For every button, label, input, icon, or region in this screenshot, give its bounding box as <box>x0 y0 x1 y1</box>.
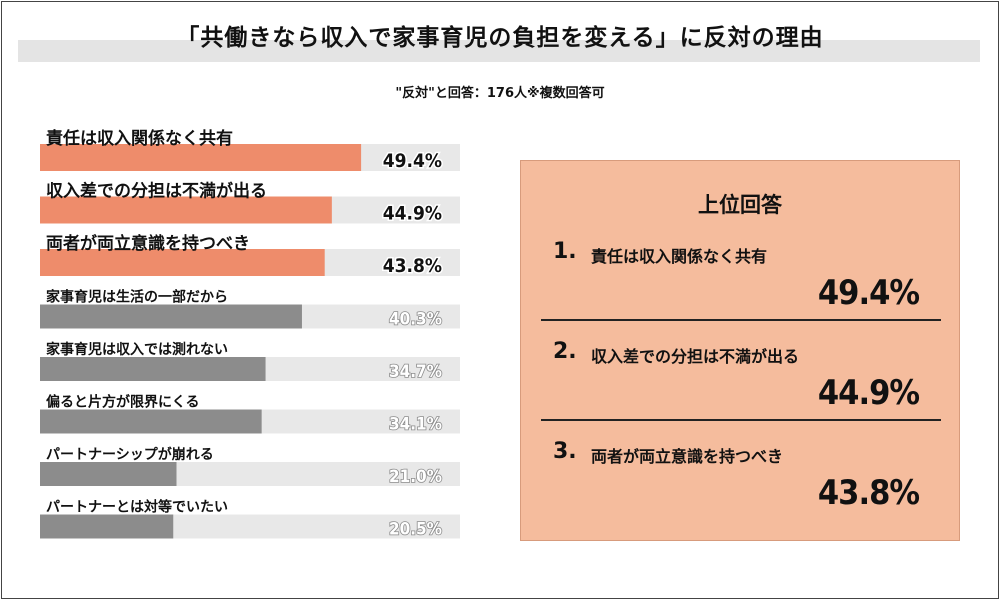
bar <box>40 409 262 434</box>
bar-row: パートナーシップが崩れる 21.0% <box>40 446 460 488</box>
bar-row: 家事育児は収入では測れない 34.7% <box>40 341 460 383</box>
rank-label: 責任は収入関係なく共有 <box>591 247 768 266</box>
value-label: 20.5% <box>389 520 442 540</box>
bar-row: パートナーとは対等でいたい 20.5% <box>40 499 460 540</box>
category-label: 両者が両立意識を持つべき <box>46 233 250 254</box>
bar <box>40 249 325 276</box>
top-answers-panel: 上位回答 1. 責任は収入関係なく共有 49.4% 2. 収入差での分担は不満が… <box>520 160 960 541</box>
bar <box>40 144 362 171</box>
rank-label: 両者が両立意識を持つべき <box>591 447 784 466</box>
category-label: 家事育児は収入では測れない <box>46 341 228 358</box>
rank-item-2: 2. 収入差での分担は不満が出る 44.9% <box>541 339 941 419</box>
chart-subtitle: "反対"と回答：176人※複数回答可 <box>395 86 605 101</box>
value-label: 34.7% <box>389 362 442 382</box>
bar-chart: 責任は収入関係なく共有 49.4% 収入差での分担は不満が出る 44.9% 両者が両立意… <box>40 128 460 540</box>
bar-row: 両者が両立意識を持つべき 43.8% <box>40 233 460 279</box>
title-band <box>18 40 980 62</box>
bar-row: 偏ると片方が限界にくる 34.1% <box>40 394 460 435</box>
category-label: パートナーシップが崩れる <box>46 446 214 463</box>
bar-row: 責任は収入関係なく共有 49.4% <box>40 128 460 174</box>
bar <box>40 196 332 224</box>
bar <box>40 304 302 329</box>
category-label: 収入差での分担は不満が出る <box>46 181 267 202</box>
bar <box>40 462 177 486</box>
value-label: 21.0% <box>389 467 442 487</box>
value-label: 49.4% <box>383 150 442 172</box>
bar <box>40 357 266 381</box>
rank-number: 2. <box>553 339 577 364</box>
rank-item-1: 1. 責任は収入関係なく共有 49.4% <box>541 239 941 319</box>
bar-row: 収入差での分担は不満が出る 44.9% <box>40 181 460 226</box>
category-label: 責任は収入関係なく共有 <box>46 128 233 149</box>
rank-divider-1 <box>541 319 941 321</box>
category-label: 偏ると片方が限界にくる <box>46 394 199 411</box>
category-label: パートナーとは対等でいたい <box>46 499 228 516</box>
top-answers-title: 上位回答 <box>698 193 782 217</box>
rank-label: 収入差での分担は不満が出る <box>591 347 800 366</box>
bar-row: 家事育児は生活の一部だから 40.3% <box>40 289 460 330</box>
bar <box>40 514 174 539</box>
value-label: 44.9% <box>383 203 442 225</box>
rank-item-3: 3. 両者が両立意識を持つべき 43.8% <box>541 439 941 519</box>
chart-title: 「共働きなら収入で家事育児の負担を変える」に反対の理由 <box>176 25 824 51</box>
rank-number: 3. <box>553 439 577 464</box>
rank-percentage: 49.4% <box>817 273 920 313</box>
rank-percentage: 43.8% <box>817 473 920 513</box>
value-label: 40.3% <box>389 310 442 330</box>
rank-percentage: 44.9% <box>817 373 920 413</box>
rank-divider-2 <box>541 419 941 421</box>
value-label: 43.8% <box>383 255 442 277</box>
category-label: 家事育児は生活の一部だから <box>46 289 228 306</box>
value-label: 34.1% <box>389 415 442 435</box>
rank-number: 1. <box>553 239 577 264</box>
